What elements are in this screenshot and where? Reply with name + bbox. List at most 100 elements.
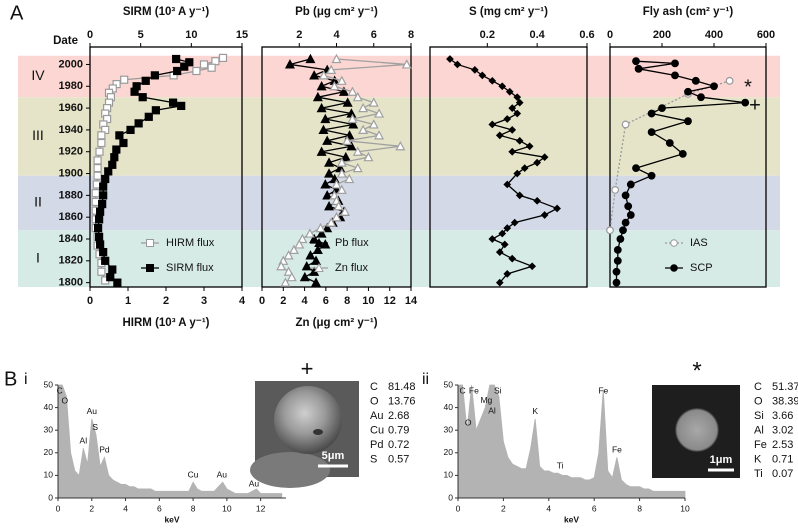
- marker: [528, 262, 537, 271]
- marker: [621, 218, 630, 227]
- marker: [684, 87, 692, 96]
- legend-marker: [314, 237, 324, 247]
- marker: [172, 54, 181, 64]
- y-tick-label: 1900: [59, 167, 83, 179]
- marker: [286, 271, 297, 282]
- marker: [93, 156, 102, 165]
- marker: [130, 87, 139, 96]
- y-tick-label: 1840: [59, 233, 83, 245]
- composition-value: 0.57: [388, 453, 409, 465]
- marker: [478, 71, 487, 80]
- marker: [115, 131, 124, 140]
- legend-label: SCP: [690, 262, 713, 274]
- marker: [488, 76, 497, 85]
- marker: [276, 260, 287, 271]
- spectrum: [457, 384, 686, 499]
- marker: [678, 150, 687, 158]
- marker: [119, 138, 128, 148]
- marker: [513, 109, 522, 118]
- x2-tick-label: 4: [302, 295, 309, 307]
- marker: [283, 250, 294, 260]
- y-tick-label: 1940: [59, 124, 83, 136]
- marker: [312, 91, 323, 102]
- marker: [503, 270, 512, 278]
- x2-tick-label: 12: [384, 295, 396, 307]
- composition-value: 0.72: [388, 439, 409, 451]
- x2-axis-title: HIRM (10³ A y⁻¹): [123, 317, 210, 329]
- x-axis-title: keV: [564, 514, 579, 524]
- peak-label: Al: [488, 405, 496, 415]
- marker: [634, 64, 643, 73]
- zone-label: III: [32, 127, 44, 143]
- marker: [101, 256, 110, 265]
- marker: [112, 145, 121, 154]
- peak-label: Al: [80, 436, 88, 446]
- marker: [671, 59, 679, 68]
- x-tick-label: 2: [89, 503, 94, 513]
- y-tick-label: 10: [444, 470, 454, 480]
- marker: [305, 53, 316, 64]
- marker: [540, 153, 549, 162]
- peak-label: Ti: [557, 460, 564, 470]
- marker: [331, 179, 342, 189]
- marker: [280, 277, 291, 287]
- x-tick-label: 10: [222, 503, 232, 513]
- marker: [352, 91, 363, 102]
- panel-label: B: [4, 368, 17, 390]
- marker: [333, 200, 344, 211]
- x-tick-label: 200: [653, 29, 671, 41]
- marker: [498, 82, 507, 91]
- x-axis-title: SIRM (10³ A y⁻¹): [123, 6, 210, 18]
- marker: [324, 200, 335, 211]
- x-tick-label: 8: [408, 29, 414, 41]
- marker: [297, 233, 308, 244]
- marker: [624, 202, 633, 211]
- marker: [101, 174, 110, 184]
- marker: [320, 179, 331, 189]
- sem-image: [250, 381, 359, 488]
- marker: [505, 87, 514, 96]
- legend-marker: [146, 239, 154, 247]
- marker: [647, 109, 656, 118]
- marker: [95, 215, 104, 224]
- scale-bar-label: 5μm: [322, 450, 345, 462]
- marker: [168, 98, 178, 107]
- series-line: [615, 60, 746, 283]
- y-tick-label: 40: [44, 402, 54, 412]
- marker: [710, 82, 718, 91]
- x2-tick-label: 2: [280, 295, 286, 307]
- marker: [192, 66, 201, 76]
- marker: [144, 112, 153, 121]
- marker: [304, 228, 315, 238]
- peak-label: C: [459, 385, 465, 395]
- composition-element: S: [370, 453, 377, 465]
- x-tick-label: 0: [56, 503, 61, 513]
- composition-element: O: [754, 395, 763, 407]
- peak-label: Au: [249, 478, 260, 488]
- legend-label: IAS: [690, 237, 708, 249]
- marker: [613, 256, 622, 265]
- x-tick-label: 6: [157, 503, 162, 513]
- x-tick-label: 8: [191, 503, 196, 513]
- marker: [324, 157, 335, 167]
- peak-label: Fe: [469, 385, 479, 395]
- x-tick-label: 4: [333, 29, 340, 41]
- marker: [311, 277, 322, 287]
- marker: [338, 86, 349, 96]
- composition-element: C: [754, 381, 762, 393]
- peak-label: Au: [217, 469, 228, 479]
- marker: [347, 113, 358, 124]
- sem-image: [652, 385, 740, 478]
- marker: [312, 244, 323, 255]
- peak-label: O: [465, 417, 472, 427]
- marker: [177, 101, 186, 111]
- marker: [336, 157, 347, 167]
- x-axis-title: keV: [164, 514, 179, 524]
- marker: [336, 75, 347, 85]
- plot-frame: [429, 46, 588, 288]
- composition-element: Cu: [370, 424, 384, 436]
- image-marker: *: [692, 357, 701, 384]
- x-axis-title: S (mg cm² y⁻¹): [469, 6, 548, 18]
- x-tick-label: 5: [138, 29, 144, 41]
- composition-element: Fe: [754, 439, 767, 451]
